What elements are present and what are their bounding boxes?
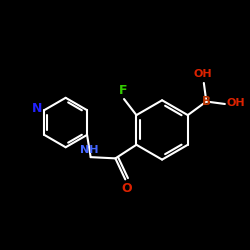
Text: OH: OH [227,98,245,108]
Text: B: B [202,95,211,108]
Text: O: O [121,182,132,194]
Text: NH: NH [80,145,99,155]
Text: N: N [32,102,42,116]
Text: OH: OH [193,69,212,79]
Text: F: F [118,84,127,97]
